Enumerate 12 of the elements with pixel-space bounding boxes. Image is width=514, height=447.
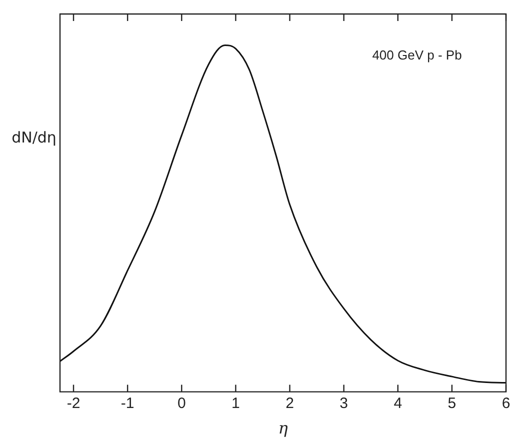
- x-tick-label: 1: [232, 394, 240, 412]
- x-tick-label: 4: [394, 394, 402, 412]
- x-tick-label: 0: [177, 394, 186, 412]
- x-tick-label: 2: [286, 394, 294, 412]
- annotation: 400 GeV p - Pb: [372, 48, 462, 63]
- x-tick-label: 3: [340, 394, 348, 412]
- x-axis-title: η: [278, 418, 288, 438]
- x-tick-label: 6: [502, 394, 510, 412]
- y-axis-title: dN/dη: [12, 128, 56, 147]
- x-tick-label: -2: [66, 394, 80, 412]
- x-tick-label: -1: [120, 394, 134, 412]
- x-tick-label: 5: [448, 394, 456, 412]
